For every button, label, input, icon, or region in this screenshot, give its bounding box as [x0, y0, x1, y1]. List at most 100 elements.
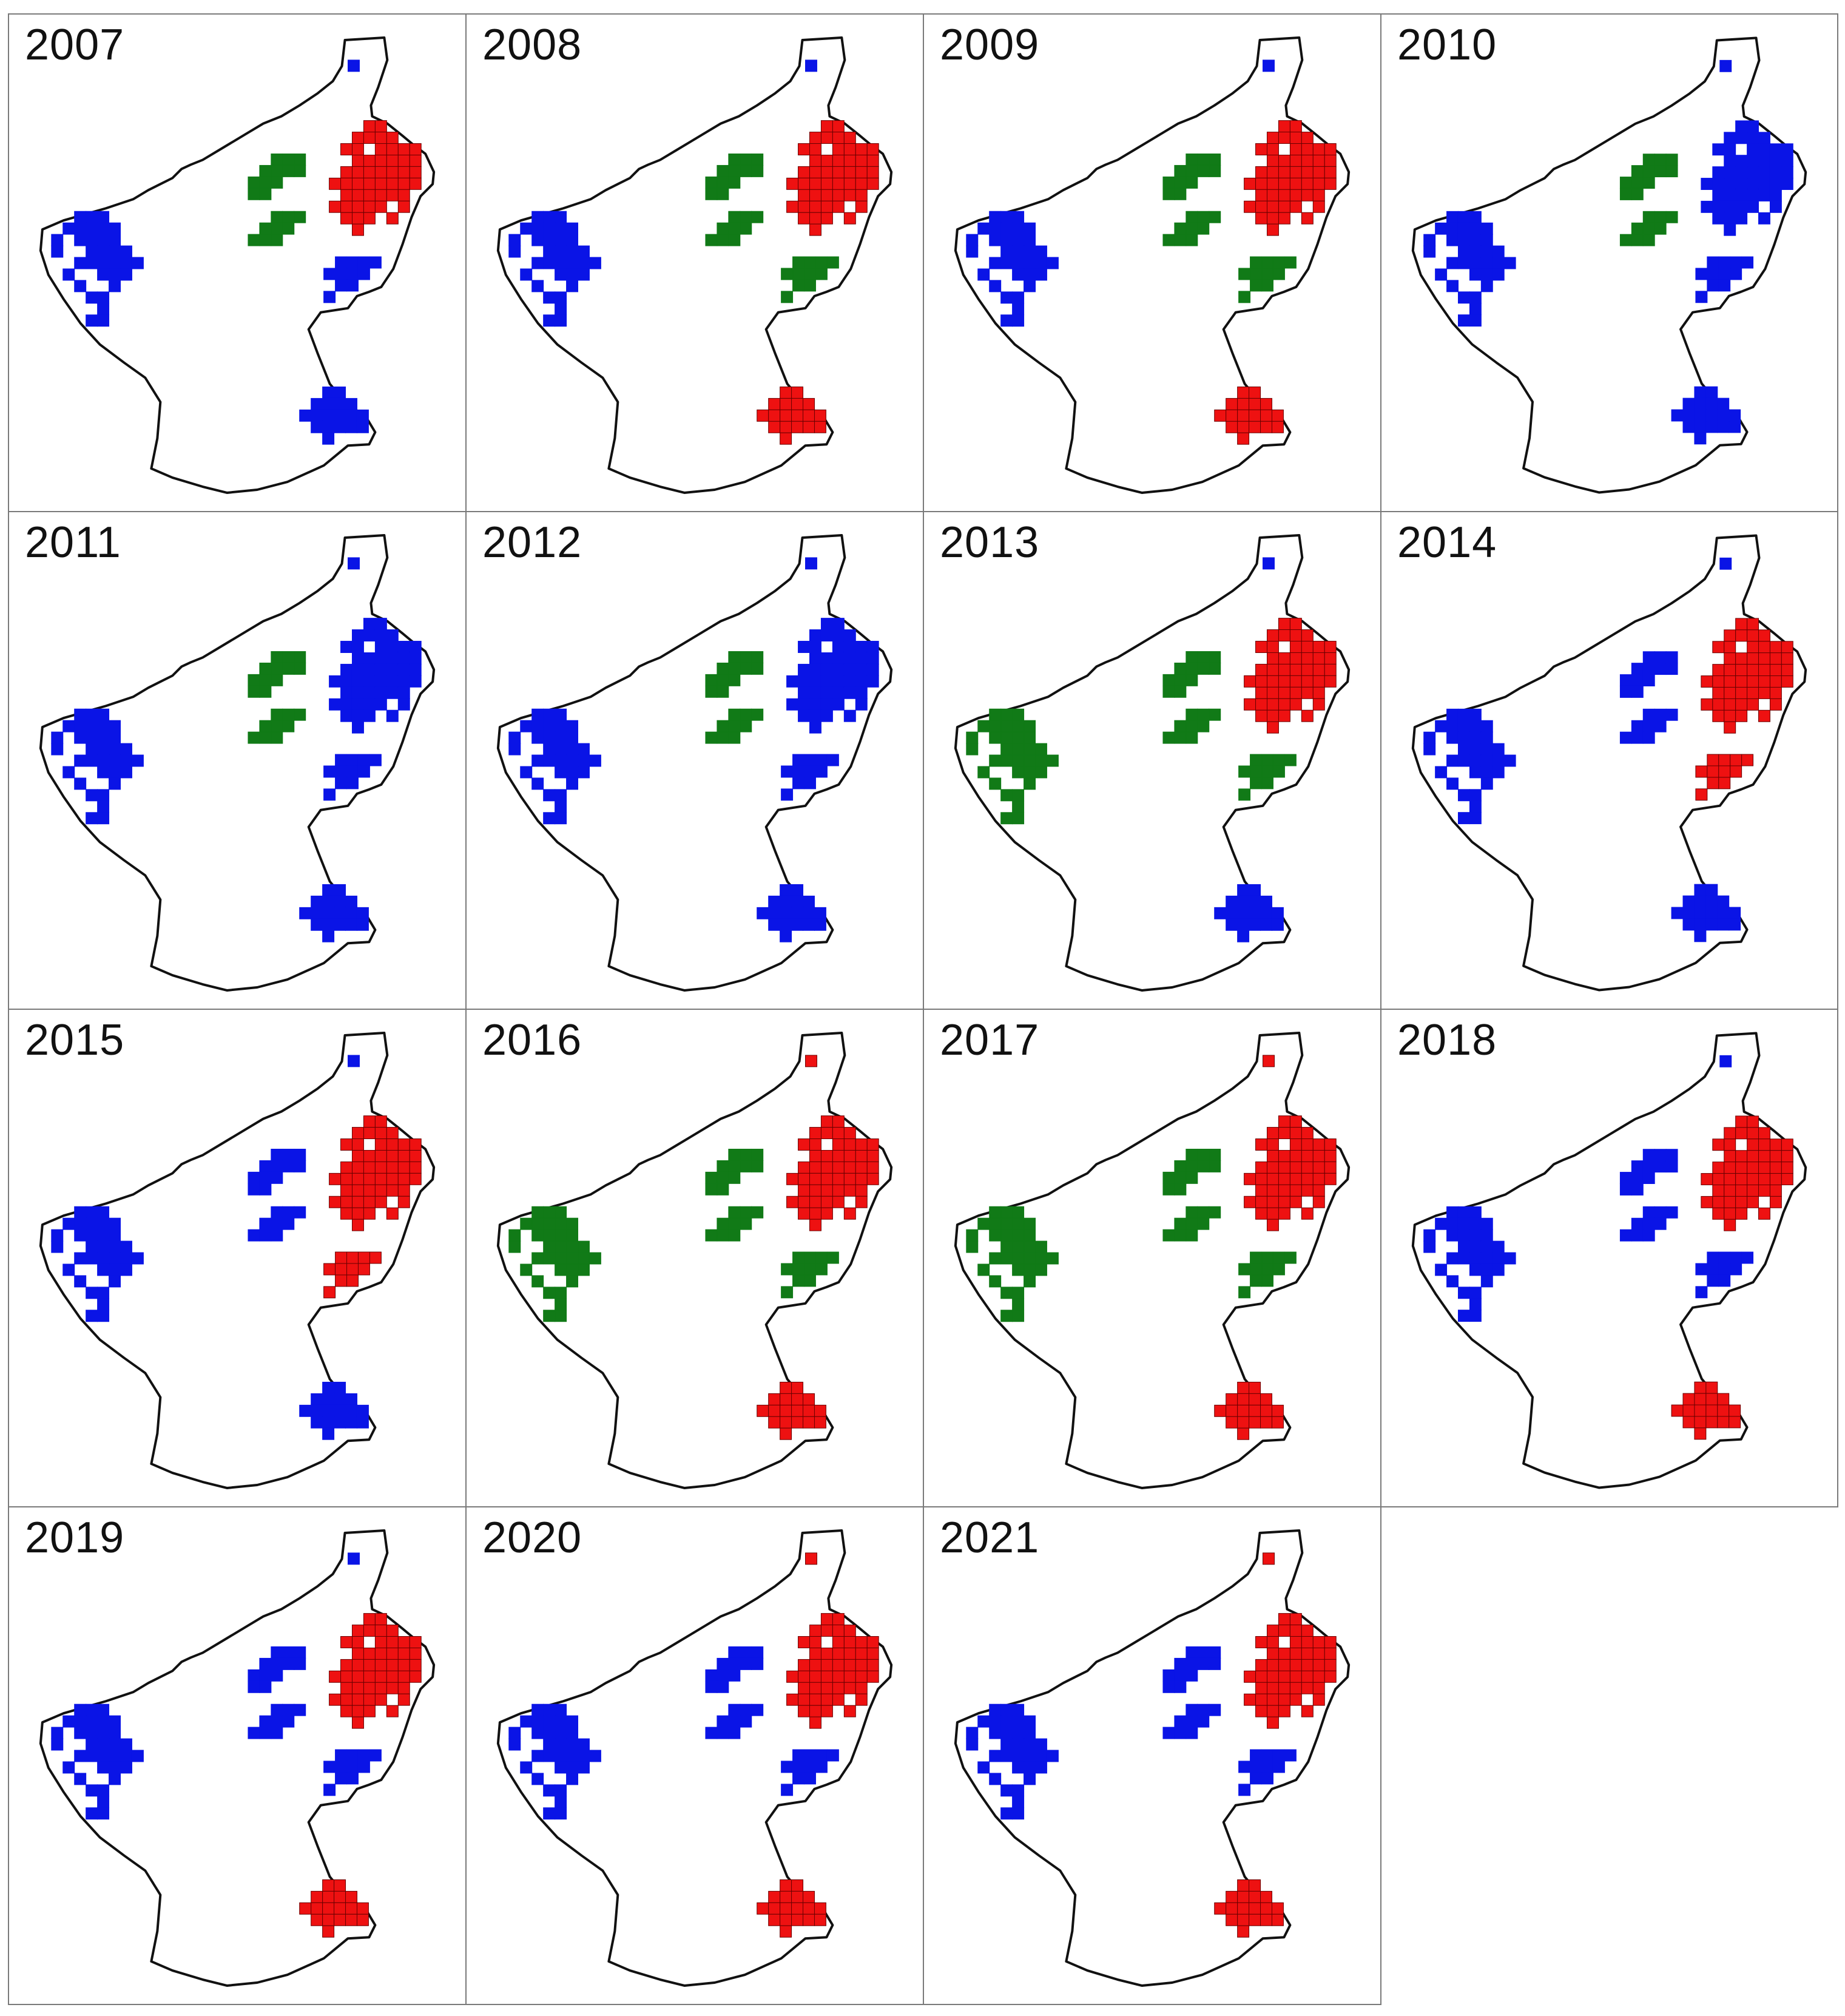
grid-cell-northeast_core	[397, 1693, 410, 1706]
grid-cell-south	[1671, 409, 1684, 422]
grid-cell-west	[1000, 743, 1013, 756]
grid-cell-south	[1249, 1890, 1261, 1903]
grid-cell-northeast_south	[335, 765, 348, 778]
grid-cell-west	[578, 268, 590, 281]
grid-cell-west	[97, 234, 110, 246]
grid-cell-northeast_core	[1724, 155, 1736, 167]
grid-cell-west	[120, 1750, 132, 1762]
grid-cell-northeast_west	[1631, 188, 1644, 200]
grid-cell-northeast_west	[751, 1206, 764, 1219]
grid-cell-northeast_core	[786, 177, 799, 190]
grid-cell-south	[1717, 1393, 1730, 1405]
grid-cell-south	[768, 1913, 781, 1926]
grid-cell-west	[543, 1738, 556, 1751]
grid-cell-west	[566, 1727, 579, 1739]
grid-cell-south	[1682, 421, 1695, 433]
grid-cell-northeast_core	[1712, 675, 1725, 688]
grid-cell-northeast_core	[1735, 1150, 1748, 1163]
grid-cell-northeast_core	[1289, 1647, 1302, 1660]
grid-cell-northeast_core	[1724, 1173, 1736, 1185]
grid-cell-northeast_south	[1250, 1772, 1263, 1785]
grid-cell-northeast_west	[294, 1160, 306, 1172]
grid-cell-west	[566, 280, 579, 293]
grid-cell-northeast_west	[1619, 188, 1632, 200]
grid-cell-south	[768, 907, 781, 919]
grid-cell-northeast_west	[1174, 1160, 1187, 1172]
grid-cell-west	[62, 222, 75, 235]
grid-cell-northeast_core	[820, 652, 833, 665]
grid-cell-west	[97, 1229, 110, 1242]
grid-cell-northeast_west	[717, 1657, 729, 1670]
grid-cell-west	[1012, 708, 1025, 721]
grid-cell-northeast_core	[374, 652, 387, 665]
grid-cell-west	[97, 1206, 110, 1219]
grid-cell-northeast_west	[248, 1183, 260, 1196]
grid-cell-northeast_core	[832, 629, 845, 642]
grid-cell-south	[1671, 1404, 1684, 1417]
grid-cell-northeast_west	[271, 211, 283, 223]
grid-cell-northeast_core	[1301, 143, 1314, 155]
grid-cell-northeast_core	[340, 200, 352, 213]
grid-cell-northeast_core	[1266, 143, 1279, 155]
grid-cell-west	[543, 211, 556, 223]
grid-cell-northeast_core	[843, 1161, 856, 1174]
grid-cell-south	[803, 907, 815, 919]
grid-cell-west	[543, 291, 556, 304]
grid-cell-south	[311, 918, 323, 931]
grid-cell-northeast_south	[1730, 1251, 1742, 1264]
grid-cell-west	[1012, 1727, 1025, 1739]
grid-cell-northeast_core	[1724, 664, 1736, 677]
grid-cell-south	[1729, 409, 1741, 422]
grid-cell-northeast_west	[740, 164, 752, 177]
grid-cell-northeast_core	[409, 675, 422, 688]
grid-cell-west	[1035, 1761, 1047, 1774]
grid-cell-south	[1671, 907, 1684, 919]
map-svg	[496, 36, 893, 494]
map-panel-2012: 2012	[465, 511, 924, 1010]
grid-cell-northeast_core	[798, 143, 810, 155]
grid-cell-northeast_west	[728, 1657, 741, 1670]
grid-cell-northeast_core	[1712, 686, 1725, 699]
grid-cell-northeast_core	[832, 1138, 845, 1151]
grid-cell-northeast_core	[798, 177, 810, 190]
grid-cell-northeast_core	[832, 1172, 845, 1185]
grid-cell-northeast_core	[386, 1682, 399, 1694]
grid-cell-west	[97, 800, 110, 813]
grid-cell-west	[543, 743, 556, 756]
grid-cell-west	[1000, 1727, 1013, 1739]
grid-cell-northeast_core	[1781, 1162, 1793, 1174]
grid-cell-northeast_south	[1741, 256, 1754, 269]
grid-cell-northeast_west	[705, 1183, 718, 1196]
map-panel-2008: 2008	[465, 13, 924, 512]
grid-cell-northeast_west	[1197, 222, 1210, 235]
grid-cell-south	[1237, 918, 1250, 931]
grid-cell-northeast_core	[1289, 1172, 1302, 1185]
grid-cell-northeast_south	[1238, 291, 1251, 303]
grid-cell-northeast_core	[374, 1636, 387, 1648]
grid-cell-far_north	[348, 557, 360, 570]
grid-cell-northeast_core	[1289, 1161, 1302, 1174]
grid-cell-northeast_core	[386, 641, 399, 653]
grid-cell-south	[322, 397, 335, 410]
grid-cell-south	[780, 884, 792, 896]
grid-cell-northeast_west	[740, 1217, 752, 1230]
grid-cell-south	[322, 895, 335, 908]
grid-cell-west	[566, 1761, 579, 1774]
grid-cell-northeast_west	[1186, 674, 1198, 686]
grid-cell-northeast_core	[386, 709, 399, 722]
grid-cell-northeast_core	[1735, 178, 1748, 190]
grid-cell-northeast_core	[386, 686, 399, 699]
grid-cell-west	[543, 1727, 556, 1739]
grid-cell-northeast_core	[374, 1693, 387, 1706]
grid-cell-northeast_core	[1301, 1161, 1314, 1174]
grid-cell-northeast_west	[1654, 663, 1667, 675]
grid-cell-northeast_core	[397, 1659, 410, 1671]
grid-cell-south	[1214, 409, 1227, 422]
grid-cell-south	[322, 907, 335, 919]
grid-cell-northeast_south	[804, 1749, 816, 1762]
grid-cell-northeast_west	[740, 1160, 752, 1172]
grid-cell-northeast_core	[363, 663, 376, 676]
grid-cell-northeast_core	[1712, 189, 1725, 201]
grid-cell-west	[1492, 754, 1505, 767]
grid-cell-northeast_core	[798, 200, 810, 213]
